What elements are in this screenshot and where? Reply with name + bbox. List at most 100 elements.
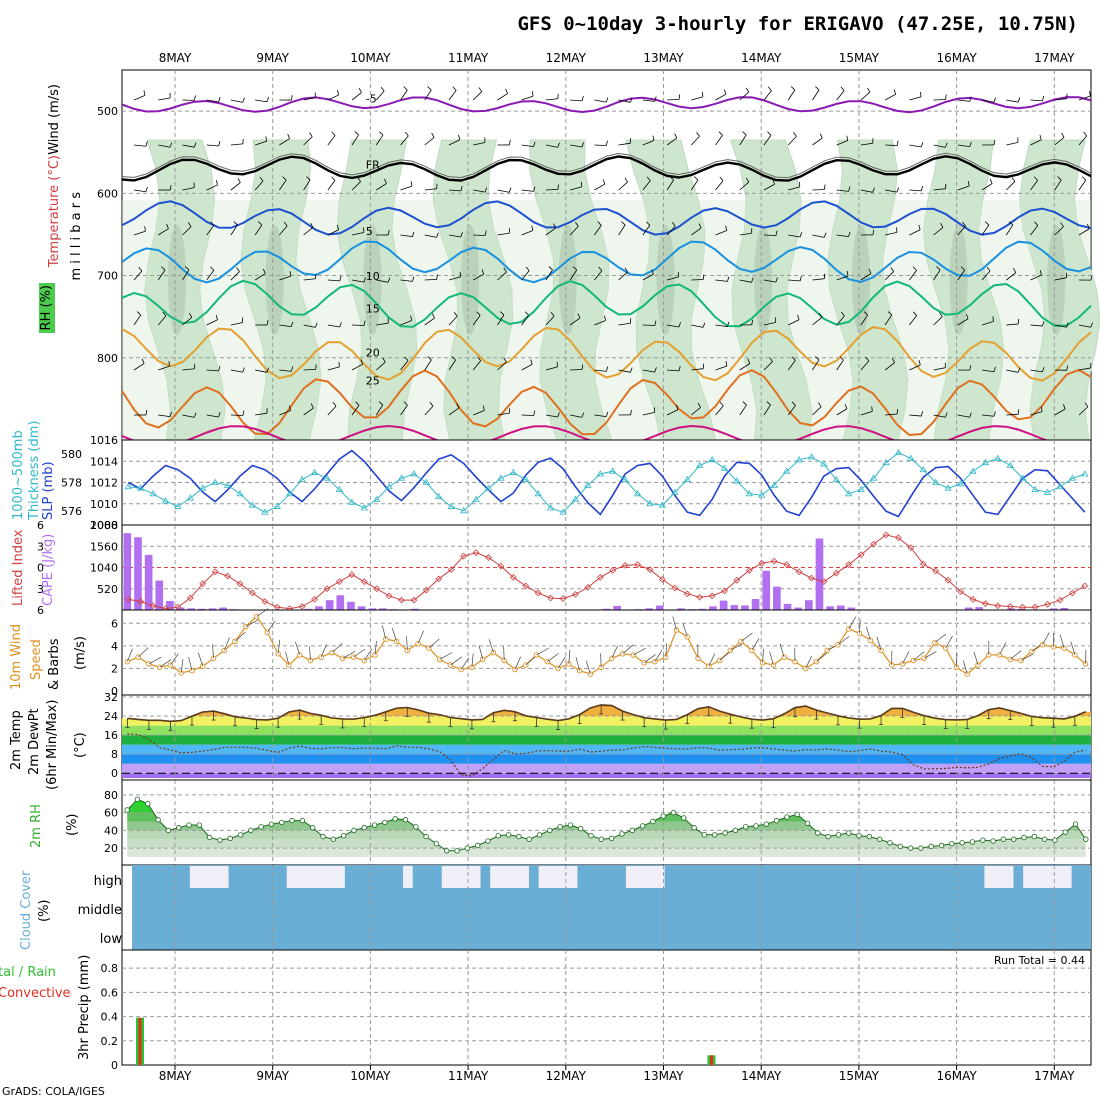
wind-barb bbox=[1054, 408, 1066, 416]
rh-marker bbox=[155, 817, 161, 823]
wind-barb bbox=[400, 320, 412, 326]
thickness-marker bbox=[1043, 488, 1052, 495]
isotherm-line-shadow bbox=[121, 152, 1092, 179]
wind-barb bbox=[667, 99, 680, 101]
wind-barb bbox=[933, 269, 941, 281]
thickness-marker bbox=[633, 490, 642, 497]
wind-barb bbox=[836, 189, 849, 192]
wind-barb bbox=[763, 322, 776, 326]
rh-marker bbox=[835, 832, 842, 838]
wind-barb bbox=[1054, 226, 1064, 236]
thickness-marker bbox=[472, 495, 480, 502]
wind-label-1: 10m Wind bbox=[9, 624, 24, 690]
wind-barb-flag bbox=[484, 187, 488, 193]
wind-barb-flag bbox=[403, 86, 408, 91]
wind-barb-flag bbox=[818, 312, 823, 318]
cloud-unit: (%) bbox=[37, 900, 52, 923]
wind-barb-flag bbox=[581, 95, 584, 102]
wind-barb bbox=[933, 188, 946, 191]
wind-barb-flag bbox=[283, 221, 288, 227]
wind-barb-flag bbox=[169, 411, 173, 417]
wind-barb-10m bbox=[294, 641, 300, 655]
rh-marker bbox=[794, 811, 800, 818]
wind-barb bbox=[545, 414, 558, 418]
wind-barb bbox=[642, 99, 655, 102]
rh-marker bbox=[928, 843, 934, 850]
wind-barb-flag bbox=[1039, 134, 1042, 140]
wind-barb bbox=[279, 324, 292, 328]
rh-marker bbox=[320, 833, 326, 840]
cape-bar bbox=[719, 600, 728, 610]
rh-marker bbox=[1052, 837, 1058, 843]
li-marker bbox=[261, 598, 269, 605]
y-tick-label: 0 bbox=[111, 685, 118, 698]
wind-barb bbox=[206, 319, 218, 326]
wind-barb-flag bbox=[872, 229, 875, 235]
wind-barb bbox=[133, 230, 146, 236]
thickness-marker bbox=[248, 501, 257, 508]
wind-barb-flag bbox=[337, 90, 340, 96]
wind-barb bbox=[133, 144, 146, 147]
cape-bar bbox=[304, 608, 313, 610]
thickness-marker bbox=[658, 501, 667, 508]
wind-barb-flag bbox=[262, 268, 266, 274]
cloud-high-gap bbox=[625, 866, 665, 888]
wind-barb bbox=[303, 227, 314, 236]
wind-panel: 0 2 4 6 10m Wind Speed & Barbs (m/s) bbox=[9, 608, 1092, 698]
wind-barb bbox=[545, 366, 558, 371]
precip-panel: 0 0.2 0.4 0.6 0.8 tal / Rain Convective 3hr … bbox=[0, 949, 1092, 1072]
wind-barb-flag bbox=[509, 139, 511, 145]
rh-marker bbox=[567, 822, 574, 828]
temp-band bbox=[122, 744, 1091, 755]
wind-barb-flag bbox=[969, 412, 972, 418]
thickness-marker bbox=[559, 508, 567, 515]
wind-barb bbox=[666, 409, 679, 416]
wind-barb bbox=[497, 361, 507, 371]
rh-marker bbox=[629, 827, 635, 834]
wind-barb bbox=[473, 410, 485, 416]
cape-bar bbox=[836, 605, 845, 610]
thickness-marker bbox=[944, 484, 952, 491]
y-tick-label: 40 bbox=[104, 824, 118, 837]
wind-barb bbox=[351, 181, 361, 191]
thickness-marker bbox=[136, 484, 145, 491]
wind-barb-10m bbox=[585, 660, 591, 675]
wind-barb bbox=[206, 184, 218, 191]
li-marker bbox=[249, 589, 256, 597]
cape-tick: 520 bbox=[97, 583, 118, 596]
wind-barb-flag bbox=[185, 266, 190, 271]
wind-barb-flag bbox=[136, 311, 142, 316]
wind-barb-flag bbox=[456, 403, 460, 409]
thickness-marker bbox=[994, 454, 1002, 461]
wind-barb-flag bbox=[145, 409, 148, 415]
y-tick-label: 4 bbox=[111, 640, 118, 653]
wind-barb-flag bbox=[767, 131, 772, 136]
rh-marker bbox=[289, 817, 295, 824]
li-marker bbox=[907, 544, 915, 552]
wind-barb-flag bbox=[742, 131, 747, 136]
wind-barb bbox=[691, 279, 704, 281]
rh-marker bbox=[856, 833, 862, 839]
temp-series: 0 8 16 24 32 bbox=[104, 691, 1091, 780]
y-tick-label: 1016 bbox=[90, 434, 118, 447]
li-marker bbox=[174, 603, 182, 611]
wind-barb bbox=[885, 232, 897, 236]
wind-barb bbox=[1006, 142, 1019, 146]
wind-barb-10m bbox=[973, 651, 979, 666]
wind-barb-flag bbox=[1066, 322, 1069, 328]
wind-barb-flag bbox=[310, 222, 314, 228]
rh-marker bbox=[876, 836, 883, 842]
wind-barb bbox=[448, 276, 461, 281]
wind-marker bbox=[286, 662, 292, 668]
wind-barb-flag bbox=[237, 178, 241, 183]
wind-barb bbox=[158, 365, 170, 371]
wind-barb-flag bbox=[503, 357, 507, 363]
wind-barb-flag bbox=[678, 94, 681, 100]
wind-barb-flag bbox=[840, 311, 845, 317]
wind-barb-10m bbox=[488, 639, 494, 653]
precip-label-2: Convective bbox=[0, 986, 71, 1001]
wind-barb-flag bbox=[460, 232, 463, 238]
wind-barb bbox=[254, 273, 266, 281]
slp-label: SLP (mb) bbox=[41, 461, 56, 520]
wind-barb-flag bbox=[412, 231, 415, 237]
